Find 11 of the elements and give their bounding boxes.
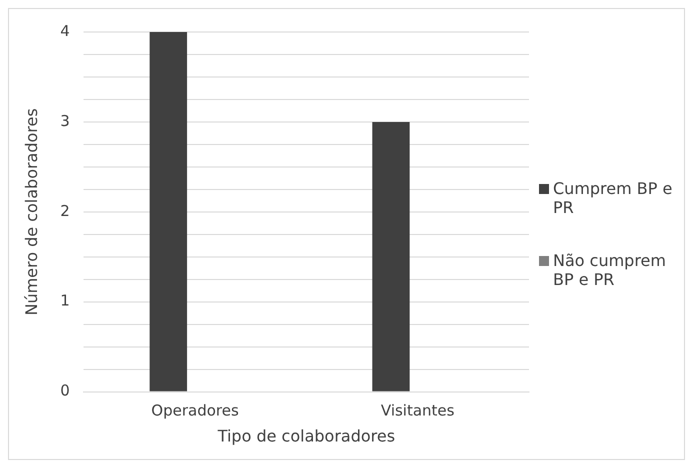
y-axis-title: Número de colaboradores [22, 108, 41, 316]
x-axis-title: Tipo de colaboradores [216, 426, 396, 446]
y-tick-label: 3 [60, 112, 70, 130]
y-tick-label: 2 [60, 202, 70, 220]
legend-label: Cumprem BP e PR [553, 179, 674, 217]
x-tick-label: Operadores [151, 402, 239, 420]
y-tick-label: 4 [60, 22, 70, 40]
y-tick-label: 1 [60, 292, 70, 310]
x-tick-label: Visitantes [380, 402, 455, 420]
y-tick-label: 0 [60, 382, 70, 400]
legend-label: Não cumprem BP e PR [553, 251, 667, 289]
